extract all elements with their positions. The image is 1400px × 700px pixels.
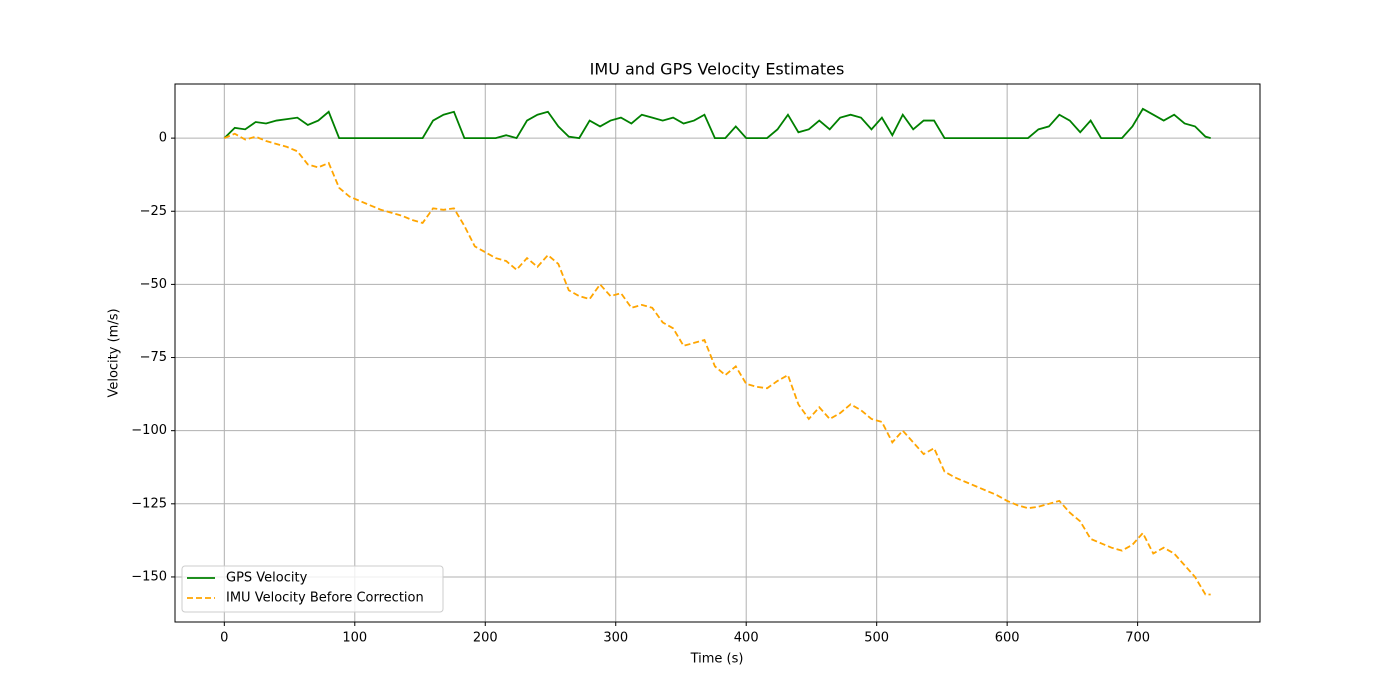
x-axis-label: Time (s) [690, 652, 744, 667]
y-tick-label: −75 [140, 350, 167, 365]
y-tick-label: −25 [140, 204, 167, 219]
x-tick-label: 200 [473, 631, 498, 646]
legend-label: GPS Velocity [226, 571, 308, 586]
y-tick-label: −50 [140, 277, 167, 292]
y-tick-label: −150 [131, 569, 167, 584]
x-tick-label: 0 [220, 631, 228, 646]
x-tick-label: 500 [864, 631, 889, 646]
series-line [223, 107, 1211, 140]
series-line [223, 132, 1211, 596]
legend-label: IMU Velocity Before Correction [226, 591, 424, 606]
x-tick-label: 600 [995, 631, 1020, 646]
plot-frame [174, 83, 1261, 623]
x-tick-label: 400 [734, 631, 759, 646]
x-tick-label: 100 [342, 631, 367, 646]
y-tick-label: 0 [159, 131, 167, 146]
y-tick-label: −125 [131, 496, 167, 511]
y-tick-label: −100 [131, 423, 167, 438]
legend-box [181, 565, 444, 613]
legend: GPS Velocity IMU Velocity Before Correcti… [181, 565, 444, 613]
y-axis-label: Velocity (m/s) [107, 308, 122, 397]
x-tick-label: 300 [603, 631, 628, 646]
chart-title: IMU and GPS Velocity Estimates [590, 60, 845, 79]
x-tick-label: 700 [1125, 631, 1150, 646]
